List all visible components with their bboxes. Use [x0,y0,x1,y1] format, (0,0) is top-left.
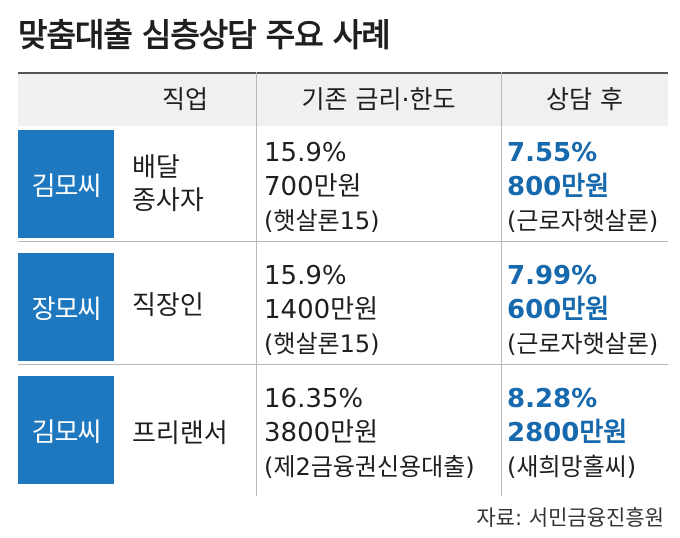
before-rate: 15.9% [264,261,347,291]
after-limit: 800만원 [507,172,610,202]
after-product: (새희망홀씨) [507,453,637,481]
table-header: 직업 기존 금리·한도 상담 후 [18,72,668,126]
after-rate: 8.28% [507,384,598,414]
name-badge: 김모씨 [18,130,114,238]
header-job: 직업 [161,85,208,114]
header-before: 기존 금리·한도 [301,85,456,114]
before-rate: 15.9% [264,138,347,168]
before-product: (햇살론15) [264,207,380,235]
before-rate: 16.35% [264,384,364,414]
after-rate: 7.55% [507,138,598,168]
before-limit: 1400만원 [264,295,379,325]
job-line: 배달 [132,153,180,183]
job-cell: 배달 종사자 [132,152,204,218]
row-divider [18,364,668,365]
column-divider [256,72,257,496]
job-line: 프리랜서 [132,419,228,449]
after-rate: 7.99% [507,261,598,291]
before-product: (제2금융권신용대출) [264,453,475,481]
table-row: 장모씨 직장인 15.9% 1400만원 (햇살론15) 7.99% 600만원… [18,249,668,365]
name-badge: 김모씨 [18,376,114,484]
source-note: 자료: 서민금융진흥원 [476,506,664,530]
table-row: 김모씨 배달 종사자 15.9% 700만원 (햇살론15) 7.55% 800… [18,126,668,242]
job-cell: 프리랜서 [132,418,228,451]
name-badge: 장모씨 [18,253,114,361]
after-limit: 600만원 [507,295,610,325]
table-row: 김모씨 프리랜서 16.35% 3800만원 (제2금융권신용대출) 8.28%… [18,372,668,488]
before-cell: 16.35% 3800만원 (제2금융권신용대출) [264,382,475,484]
after-limit: 2800만원 [507,418,628,448]
column-divider [501,72,502,496]
after-cell: 8.28% 2800만원 (새희망홀씨) [507,382,636,484]
before-limit: 3800만원 [264,418,379,448]
before-limit: 700만원 [264,172,362,202]
job-line: 종사자 [132,186,204,216]
before-cell: 15.9% 700만원 (햇살론15) [264,136,380,238]
row-divider [18,241,668,242]
before-cell: 15.9% 1400만원 (햇살론15) [264,259,380,361]
header-after: 상담 후 [546,85,623,114]
after-product: (근로자햇살론) [507,330,659,358]
after-cell: 7.99% 600만원 (근로자햇살론) [507,259,658,361]
after-cell: 7.55% 800만원 (근로자햇살론) [507,136,658,238]
before-product: (햇살론15) [264,330,380,358]
job-cell: 직장인 [132,290,204,323]
job-line: 직장인 [132,291,204,321]
page-title: 맞춤대출 심층상담 주요 사례 [18,16,391,54]
after-product: (근로자햇살론) [507,207,659,235]
